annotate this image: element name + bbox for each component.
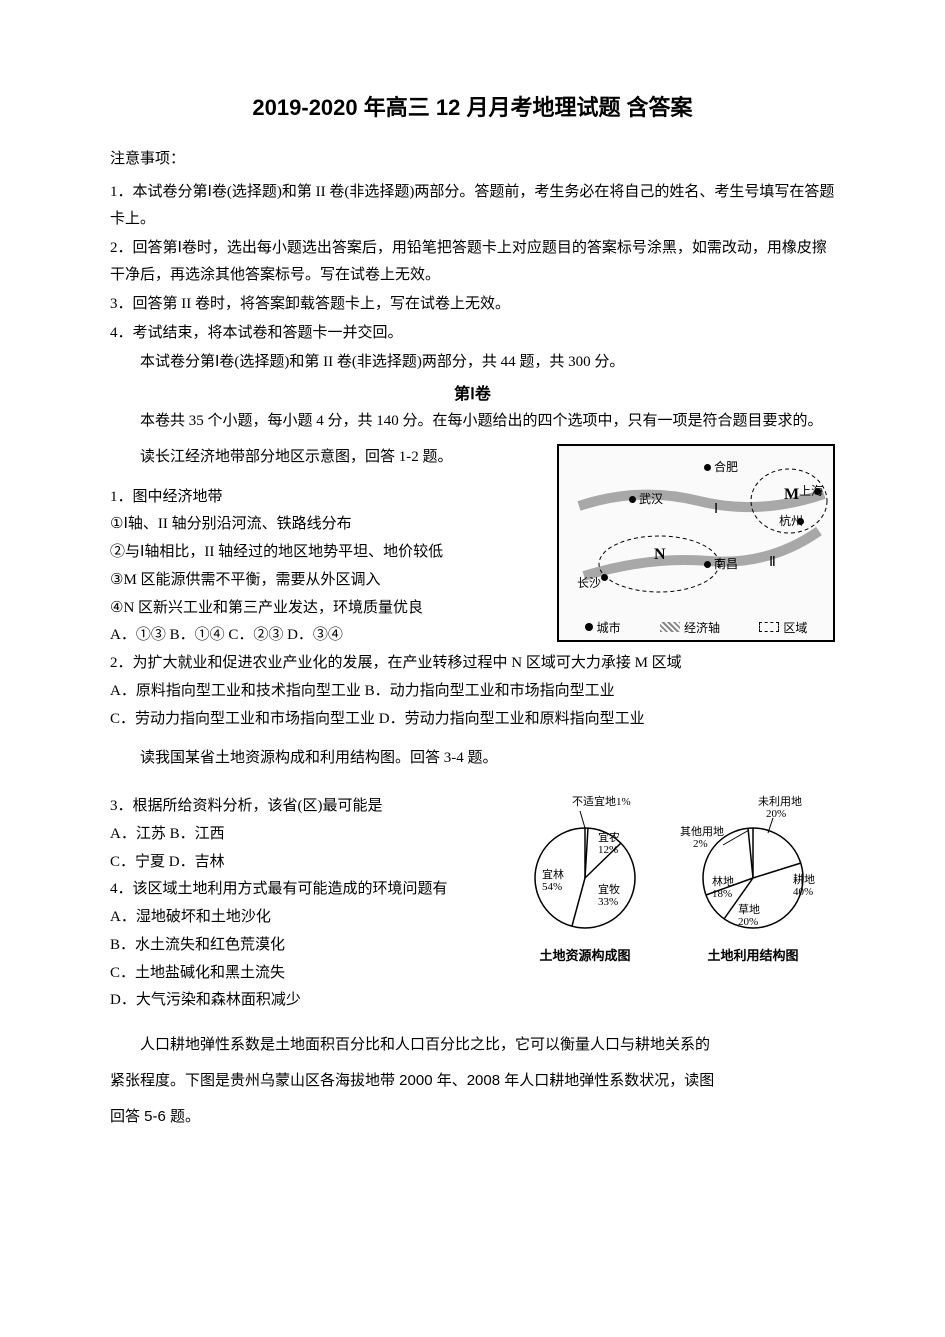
pie2-label-1b: 20% [766,808,786,820]
city-hangzhou: 杭州 [779,512,803,529]
q4-optD: D．大气污染和森林面积减少 [110,987,835,1015]
pie2-label-2: 耕地 [793,872,815,886]
axis-2-line [584,531,819,576]
city-dot [601,574,608,581]
q1-2-block: 合肥 武汉 上海 杭州 南昌 长沙 M N Ⅰ Ⅱ 城市 经济轴 区域 读长江经… [110,444,835,734]
city-changsha: 长沙 [577,574,601,591]
q2-optCD: C．劳动力指向型工业和市场指向型工业 D．劳动力指向型工业和原料指向型工业 [110,706,835,734]
map-legend: 城市 经济轴 区域 [559,619,833,636]
pie1-label-2b: 12% [598,844,618,856]
pie1-label-3b: 33% [598,896,618,908]
section-1-intro: 本卷共 35 个小题，每小题 4 分，共 140 分。在每小题给出的四个选项中，… [110,408,835,436]
m-label: M [784,486,799,504]
page-title: 2019-2020 年高三 12 月月考地理试题 含答案 [110,90,835,122]
pie1-caption: 土地资源构成图 [539,945,630,964]
instruction-2: 2．回答第Ⅰ卷时，选出每小题选出答案后，用铅笔把答题卡上对应题目的答案标号涂黑，… [110,235,835,289]
paper-structure: 本试卷分第Ⅰ卷(选择题)和第 II 卷(非选择题)两部分，共 44 题，共 30… [110,349,835,376]
pie2-label-3b: 20% [738,916,758,928]
legend-zone-label: 区域 [783,619,807,636]
instruction-4: 4．考试结束，将本试卷和答题卡一并交回。 [110,320,835,347]
notice-heading: 注意事项： [110,146,835,173]
legend-axis-label: 经济轴 [684,619,720,636]
pie1-svg: 不适宜地1% 宜农 12% 宜牧 33% 宜林 54% [510,793,660,943]
pie1-label-1: 不适宜地1% [572,794,631,808]
q56-intro-1: 人口耕地弹性系数是土地面积百分比和人口百分比之比，它可以衡量人口与耕地关系的 [110,1027,835,1063]
pie2-box: 未利用地 20% 耕地 40% 草地 20% 林地 18% 其他用地 2% 土地… [673,793,833,964]
pie2-label-2b: 40% [793,886,813,898]
q56-intro-3: 回答 5-6 题。 [110,1099,835,1135]
q34-intro: 读我国某省土地资源构成和利用结构图。回答 3-4 题。 [110,745,835,773]
pie1-label-4b: 54% [542,881,562,893]
pie1-box: 不适宜地1% 宜农 12% 宜牧 33% 宜林 54% 土地资源构成图 [505,793,665,964]
q3-4-block: 不适宜地1% 宜农 12% 宜牧 33% 宜林 54% 土地资源构成图 未利用地… [110,793,835,1015]
city-nanchang: 南昌 [714,555,738,572]
instruction-3: 3．回答第 II 卷时，将答案卸载答题卡上，写在试卷上无效。 [110,291,835,318]
pie-charts: 不适宜地1% 宜农 12% 宜牧 33% 宜林 54% 土地资源构成图 未利用地… [505,793,835,964]
pie2-label-4b: 18% [712,888,732,900]
legend-zone: 区域 [759,619,807,636]
axis1-label: Ⅰ [714,501,718,518]
q2-stem: 2．为扩大就业和促进农业产业化的发展，在产业转移过程中 N 区域可大力承接 M … [110,650,835,678]
pie1-label-3: 宜牧 [598,882,620,896]
city-dot [704,464,711,471]
city-dot [629,496,636,503]
axis2-label: Ⅱ [769,554,776,571]
city-shanghai: 上海 [799,482,823,499]
pie2-svg: 未利用地 20% 耕地 40% 草地 20% 林地 18% 其他用地 2% [678,793,828,943]
city-wuhan: 武汉 [639,490,663,507]
pie2-label-1: 未利用地 [758,795,802,808]
legend-city-label: 城市 [597,619,621,636]
legend-axis: 经济轴 [660,619,720,636]
q56-intro-2: 紧张程度。下图是贵州乌蒙山区各海拔地带 2000 年、2008 年人口耕地弹性系… [110,1063,835,1099]
pie2-caption: 土地利用结构图 [707,945,798,964]
city-hefei: 合肥 [714,458,738,475]
pie2-label-5b: 2% [693,838,708,850]
pie2-label-3: 草地 [738,903,760,916]
pie2-label-4: 林地 [712,874,734,888]
legend-city: 城市 [585,619,621,636]
pie2-label-5: 其他用地 [680,825,724,838]
instruction-1: 1．本试卷分第Ⅰ卷(选择题)和第 II 卷(非选择题)两部分。答题前，考生务必在… [110,179,835,233]
section-1-title: 第Ⅰ卷 [110,380,835,404]
yangtze-map: 合肥 武汉 上海 杭州 南昌 长沙 M N Ⅰ Ⅱ 城市 经济轴 区域 [557,444,835,642]
n-label: N [654,546,666,564]
pie1-label-4: 宜林 [542,867,564,881]
city-dot [704,561,711,568]
q2-optAB: A．原料指向型工业和技术指向型工业 B．动力指向型工业和市场指向型工业 [110,678,835,706]
pie1-label-2: 宜农 [598,830,620,844]
